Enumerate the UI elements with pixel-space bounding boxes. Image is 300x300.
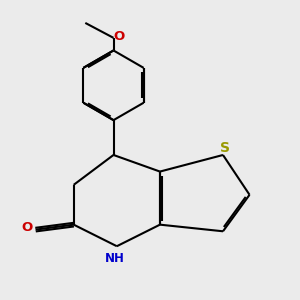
Text: O: O bbox=[22, 221, 33, 235]
Text: NH: NH bbox=[105, 252, 125, 265]
Text: S: S bbox=[220, 141, 230, 155]
Text: O: O bbox=[114, 30, 125, 43]
